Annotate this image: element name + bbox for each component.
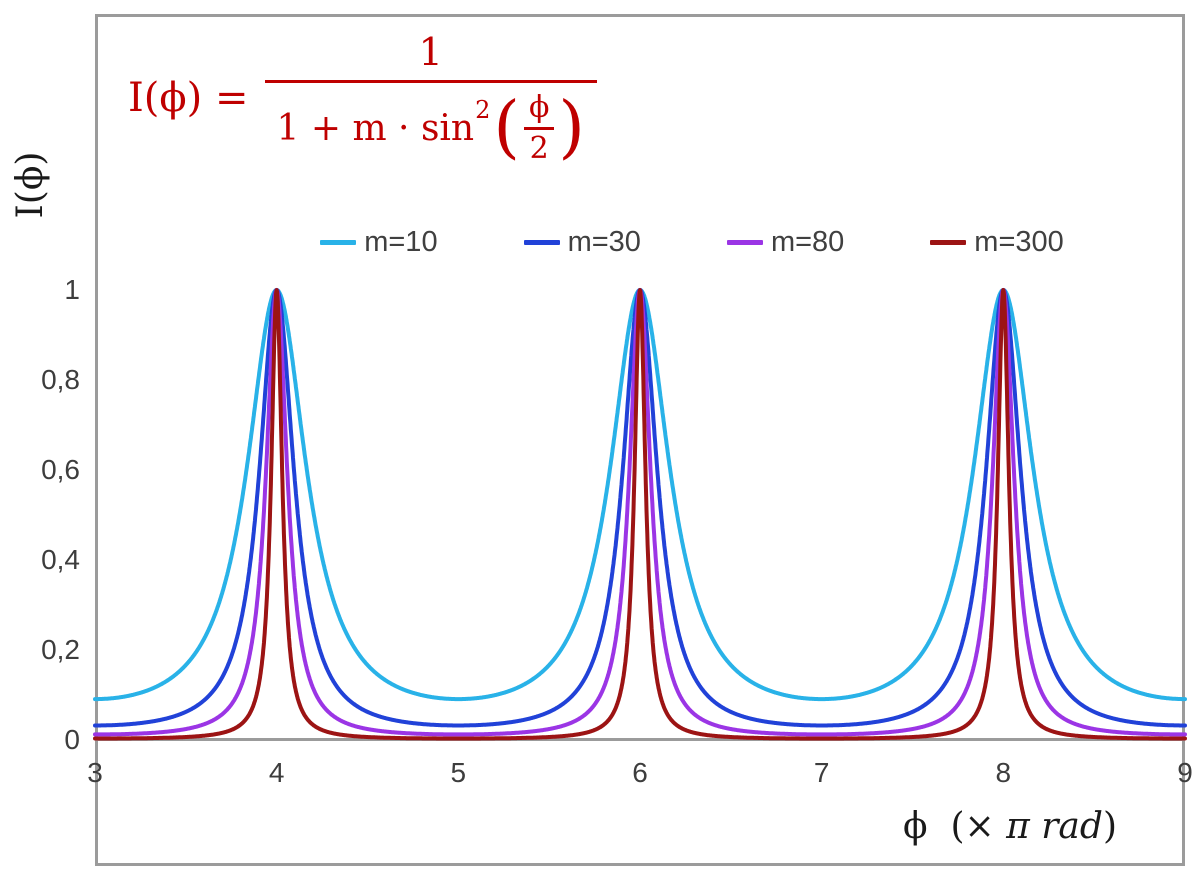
formula-lhs: I(ϕ) = <box>128 74 249 121</box>
formula-inner-fraction: ϕ 2 <box>523 91 555 166</box>
x-tick-label: 7 <box>813 757 830 788</box>
legend-swatch <box>930 240 967 245</box>
curve-m80 <box>93 288 1187 737</box>
legend: m=10 m=30 m=80 m=300 <box>192 226 1192 259</box>
curve-m300 <box>93 288 1187 741</box>
y-tick-label: 1 <box>64 274 80 305</box>
x-axis-title-phi: ϕ <box>903 806 928 847</box>
y-axis-title: I(ϕ) <box>10 151 51 219</box>
legend-item-m30: m=30 <box>523 226 641 259</box>
legend-item-m300: m=300 <box>930 226 1064 259</box>
formula-fraction: 1 1 + m · sin 2 ( ϕ 2 ) <box>264 30 597 167</box>
y-tick-label: 0,6 <box>41 454 80 485</box>
formula-open-paren: ( <box>493 87 520 167</box>
legend-label: m=30 <box>567 226 641 258</box>
formula-inner-denominator: 2 <box>529 131 549 166</box>
formula-close-paren: ) <box>558 87 585 167</box>
formula: I(ϕ) = 1 1 + m · sin 2 ( ϕ 2 ) <box>128 30 597 165</box>
x-axis-title: ϕ (× π rad) <box>850 806 1170 847</box>
legend-swatch <box>320 240 357 245</box>
formula-sin-exponent: 2 <box>475 96 491 124</box>
plot-frame <box>95 14 1185 866</box>
legend-item-m10: m=10 <box>320 226 438 259</box>
x-axis-title-space <box>928 806 951 847</box>
formula-denominator-text: 1 + m · sin <box>276 107 475 149</box>
x-tick-label: 9 <box>1177 757 1193 788</box>
formula-denominator: 1 + m · sin 2 ( ϕ 2 ) <box>264 80 597 167</box>
legend-label: m=10 <box>364 226 438 258</box>
formula-inner-numerator: ϕ <box>523 91 555 130</box>
legend-swatch <box>726 240 763 245</box>
legend-label: m=80 <box>770 226 845 258</box>
x-axis-title-close: ) <box>1102 806 1117 847</box>
legend-item-m80: m=80 <box>726 226 845 259</box>
formula-numerator: 1 <box>418 30 443 74</box>
y-tick-label: 0,4 <box>41 544 80 575</box>
y-tick-label: 0 <box>64 724 80 755</box>
x-axis-title-unit: π rad <box>994 806 1103 847</box>
y-tick-label: 0,2 <box>41 634 80 665</box>
x-tick-label: 6 <box>632 757 648 788</box>
x-tick-label: 5 <box>450 757 467 788</box>
legend-label: m=300 <box>974 226 1064 258</box>
curve-m30 <box>93 288 1187 728</box>
x-tick-label: 8 <box>995 757 1012 788</box>
x-axis-line <box>95 738 1185 741</box>
legend-swatch <box>523 240 560 245</box>
x-axis-title-times: (× <box>950 806 995 847</box>
x-tick-label: 3 <box>87 757 103 788</box>
y-tick-label: 0,8 <box>41 364 80 395</box>
x-tick-label: 4 <box>268 757 285 788</box>
